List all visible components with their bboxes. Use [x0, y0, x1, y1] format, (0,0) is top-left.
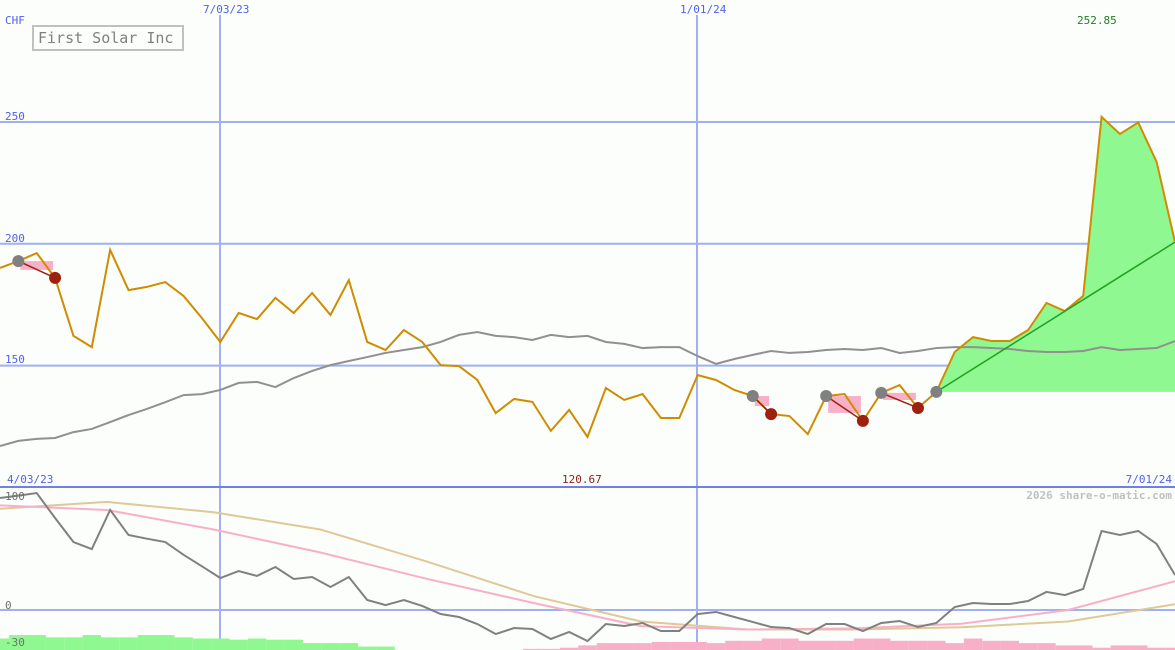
histogram-bar	[706, 643, 726, 650]
histogram-bar	[725, 640, 744, 650]
osc-tick-label: 0	[5, 599, 12, 612]
histogram-bar	[192, 638, 212, 650]
histogram-bar	[559, 647, 579, 650]
end-date-label: 7/01/24	[1125, 473, 1172, 486]
low-label: 120.67	[562, 473, 602, 486]
start-date-label: 4/03/23	[7, 473, 54, 486]
histogram-bar	[1165, 647, 1175, 650]
histogram-bar	[615, 643, 634, 650]
histogram-bar	[1018, 643, 1038, 650]
histogram-bar	[541, 648, 560, 650]
histogram-bar	[761, 638, 781, 650]
histogram-bar	[633, 643, 652, 650]
signal-end-marker	[856, 414, 869, 427]
histogram-bar	[853, 638, 873, 650]
signal-line	[18, 260, 56, 279]
histogram-bar	[945, 643, 964, 650]
loss-marker	[828, 396, 861, 413]
loss-marker	[754, 396, 770, 407]
tan-average-line	[0, 500, 1175, 631]
histogram-bar	[670, 641, 689, 650]
histogram-bar	[321, 643, 340, 650]
histogram-bar	[688, 641, 707, 650]
histogram-bar	[82, 635, 101, 650]
histogram-bar	[9, 635, 28, 650]
histogram-bar	[890, 640, 909, 650]
signal-start-marker	[746, 390, 759, 403]
histogram-bar	[100, 637, 120, 650]
histogram-bar	[174, 637, 193, 650]
histogram-bar	[64, 637, 83, 650]
histogram-bar	[1110, 645, 1130, 650]
signal-line	[825, 395, 864, 422]
loss-marker	[20, 261, 54, 270]
histogram-bar	[596, 643, 616, 650]
histogram-bar	[0, 638, 10, 650]
pink-average-line	[0, 504, 1175, 631]
x-tick-label: 1/01/24	[680, 3, 727, 16]
signal-start-marker	[820, 390, 833, 403]
y-tick-label: 150	[5, 353, 25, 366]
histogram-bar	[523, 648, 542, 650]
histogram-bar	[743, 640, 762, 650]
signal-start-marker	[12, 255, 25, 268]
histogram-bar	[1129, 645, 1148, 650]
y-tick-label: 250	[5, 110, 25, 123]
histogram-bar	[247, 638, 267, 650]
high-label: 252.85	[1077, 14, 1117, 27]
histogram-bar	[27, 635, 46, 650]
trend-start-marker	[930, 385, 943, 398]
osc-tick-label: 100	[5, 490, 25, 503]
oscillator-line	[0, 491, 1175, 643]
histogram-bar	[982, 640, 1001, 650]
histogram-bar	[1055, 645, 1075, 650]
histogram-bar	[156, 635, 175, 650]
histogram-bar	[284, 639, 303, 650]
histogram-bar	[137, 635, 157, 650]
histogram-bar	[1000, 640, 1019, 650]
histogram-bar	[908, 640, 928, 650]
histogram-bar	[229, 639, 248, 650]
histogram-bar	[1092, 647, 1111, 650]
histogram-bar	[872, 638, 891, 650]
histogram-bar	[119, 637, 138, 650]
histogram-bar	[578, 645, 597, 650]
gain-area	[936, 116, 1175, 392]
osc-tick-label: -30	[5, 636, 25, 649]
histogram-bar	[651, 641, 671, 650]
signal-line	[880, 392, 919, 409]
y-tick-label: 200	[5, 232, 25, 245]
moving-average-line	[0, 330, 1175, 447]
histogram-bar	[339, 643, 359, 650]
watermark: 2026 share-o-matic.com	[1026, 489, 1172, 502]
histogram-bar	[835, 640, 854, 650]
histogram-bar	[376, 646, 395, 650]
histogram-bar	[780, 638, 799, 650]
histogram-bar	[1147, 647, 1166, 650]
signal-end-marker	[911, 401, 924, 414]
histogram-bar	[1074, 645, 1093, 650]
histogram-bar	[927, 640, 946, 650]
trend-line	[935, 241, 1175, 393]
histogram-bar	[357, 646, 377, 650]
price-line	[0, 114, 1175, 440]
histogram-bar	[266, 639, 285, 650]
histogram-bar	[302, 643, 322, 650]
histogram-bar	[963, 638, 983, 650]
histogram-bar	[1037, 643, 1056, 650]
signal-end-marker	[49, 271, 62, 284]
currency-label: CHF	[5, 14, 25, 27]
histogram-bar	[211, 638, 230, 650]
signal-end-marker	[765, 408, 778, 421]
histogram-bar	[45, 637, 65, 650]
histogram-bar	[798, 640, 818, 650]
signal-start-marker	[875, 386, 888, 399]
chart-title: First Solar Inc	[32, 25, 184, 51]
loss-marker	[883, 392, 916, 400]
histogram-bar	[816, 640, 836, 650]
x-tick-label: 7/03/23	[203, 3, 250, 16]
